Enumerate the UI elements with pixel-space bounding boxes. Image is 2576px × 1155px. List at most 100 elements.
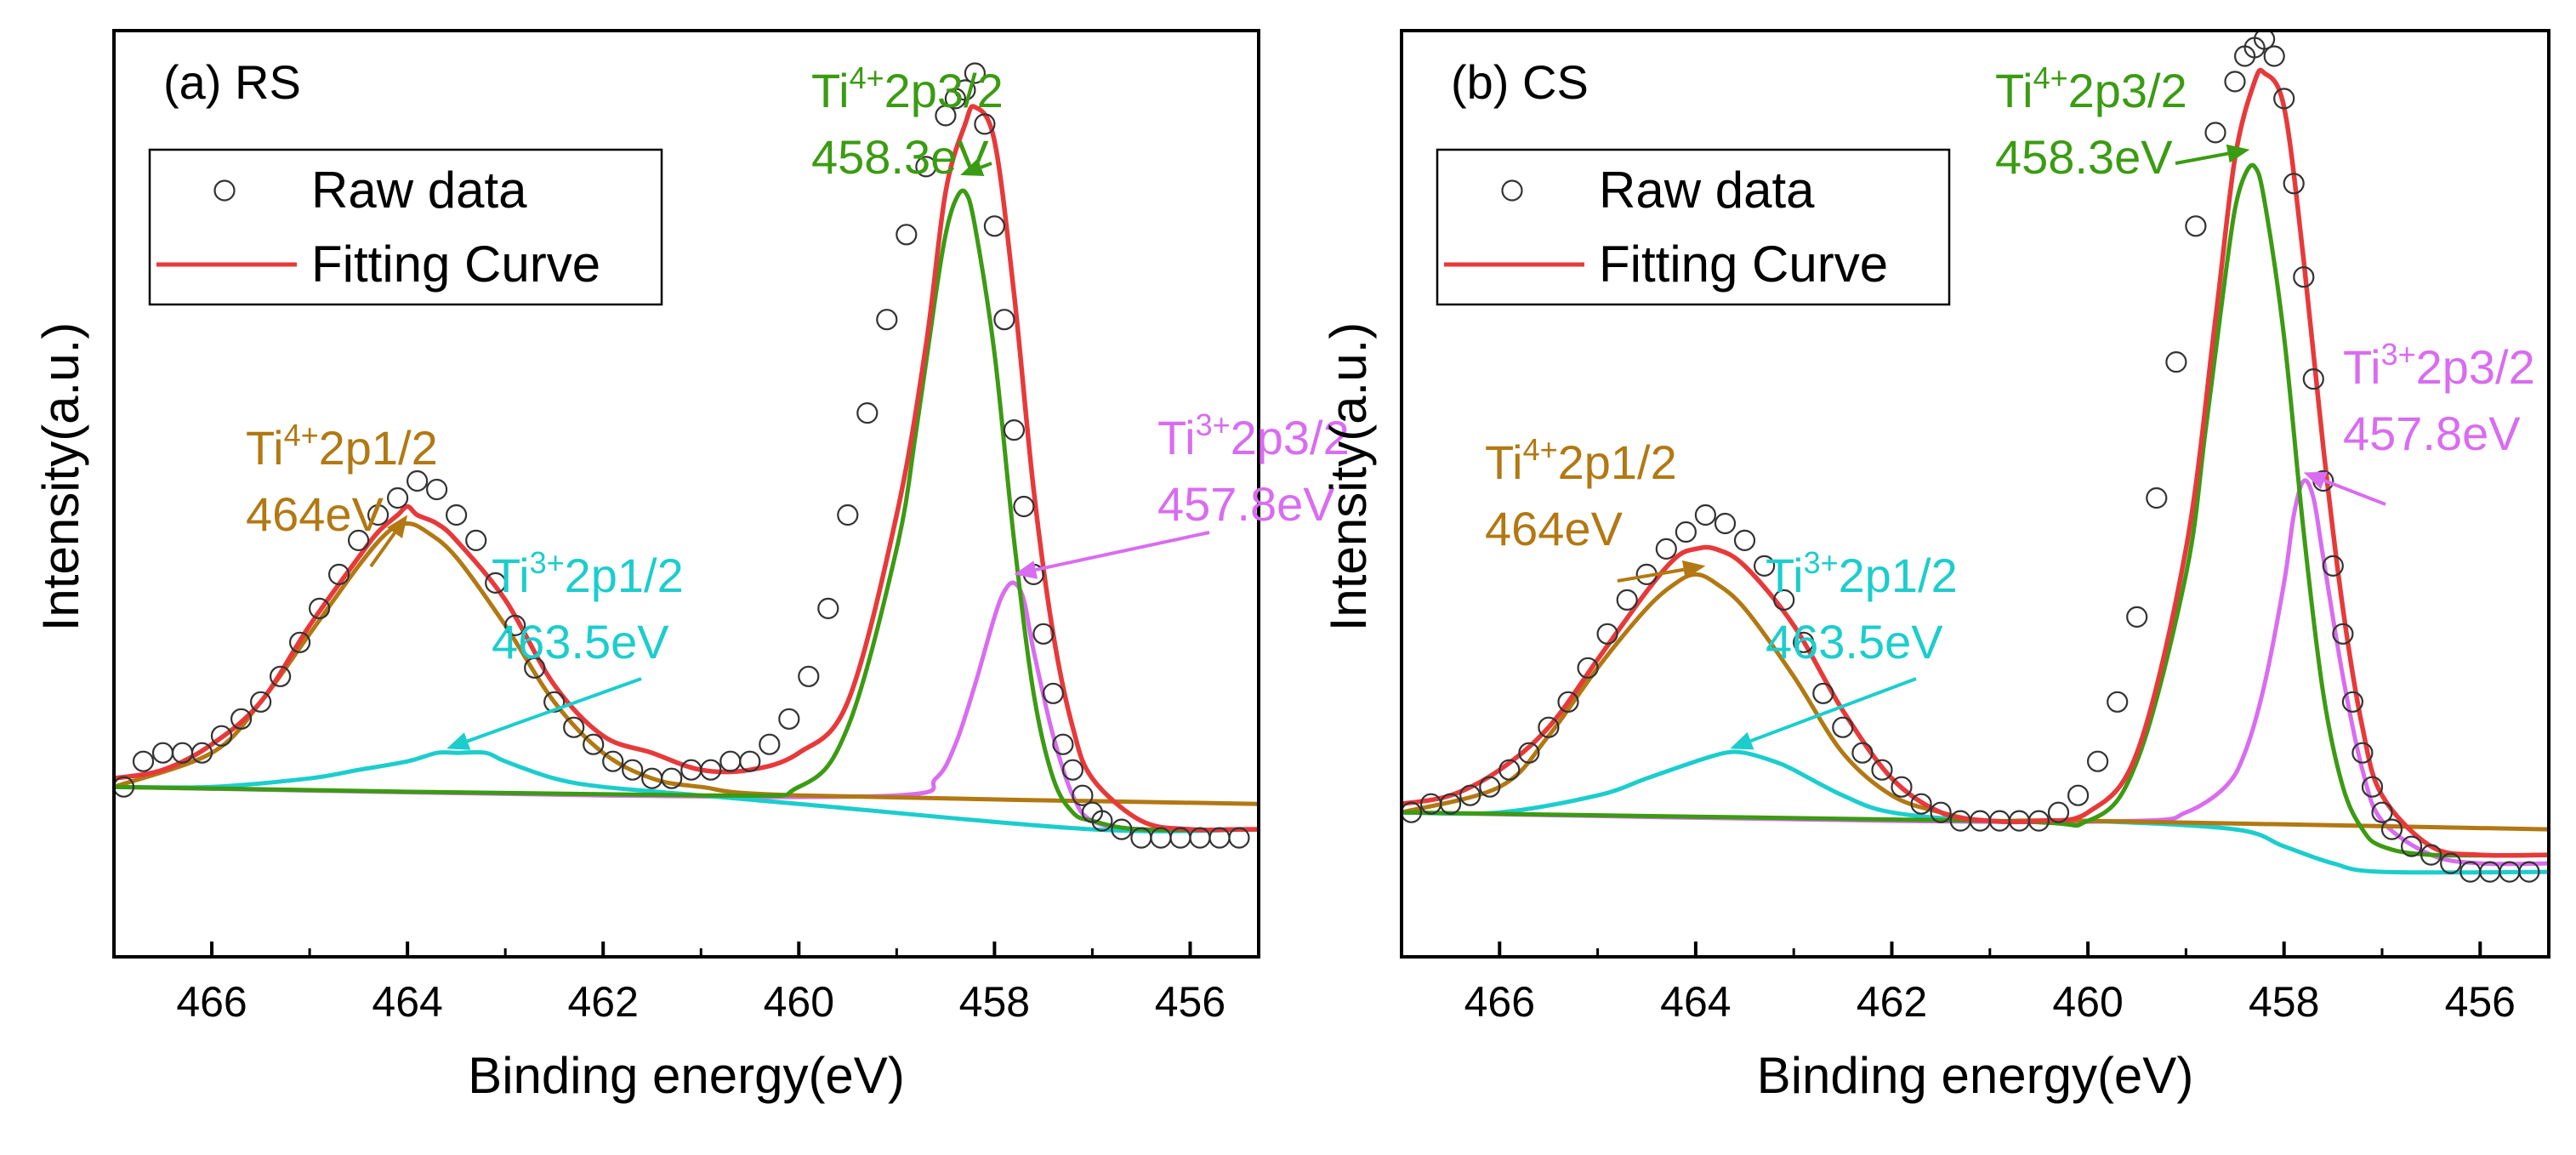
species-text: Ti (1157, 411, 1196, 464)
panel-b-x-tick-label: 456 (2445, 978, 2516, 1026)
panel-b: 466 464 462 460 458 456 Binding energy(eV) Inte… (1320, 29, 2550, 1104)
panel-b-x-tick-label: 460 (2052, 978, 2123, 1026)
panel-b-raw-point (1616, 589, 1638, 612)
panel-a-raw-point (954, 79, 976, 101)
panel-b-series-ti4-3-line (1402, 162, 2549, 858)
panel-b-annotation-energy: 457.8eV (2343, 407, 2521, 460)
panel-a-series-ti4-3-line (114, 188, 1259, 833)
panel-a-x-axis-label: Binding energy(eV) (468, 1047, 905, 1104)
panel-b-annotation-energy: 463.5eV (1766, 615, 1943, 669)
panel-b-raw-point (1714, 512, 1737, 535)
panel-b-annotation-energy: 458.3eV (1995, 130, 2173, 184)
panel-a-annotation-energy: 463.5eV (492, 615, 669, 669)
panel-a-raw-point (1042, 682, 1065, 704)
panel-a-raw-point (856, 402, 879, 424)
panel-a-annotation-arrow-line (466, 677, 642, 743)
panel-b-raw-point (2067, 784, 2090, 806)
panel-b-raw-point (1851, 742, 1874, 764)
oxidation-state-sup: 4+ (1523, 432, 1558, 467)
panel-a-raw-point (837, 504, 859, 526)
panel-b-raw-point (2351, 742, 2374, 764)
panel-b-raw-point (2440, 852, 2462, 874)
orbital-text: 2p1/2 (319, 421, 438, 475)
panel-b-annotation-arrow-head (2303, 471, 2328, 490)
panel-b-raw-point (2047, 801, 2070, 823)
orbital-text: 2p3/2 (1231, 411, 1350, 464)
panel-b-x-tick-label: 466 (1464, 978, 1535, 1026)
oxidation-state-sup: 4+ (2033, 60, 2068, 95)
panel-a-raw-point (524, 657, 546, 679)
panel-a-raw-point (485, 572, 507, 595)
panel-b-raw-point (1402, 801, 1423, 823)
panel-a-raw-point (759, 733, 781, 755)
panel-a-legend-raw-label: Raw data (311, 162, 527, 219)
oxidation-state-sup: 3+ (1804, 545, 1839, 580)
panel-b-raw-point (2185, 215, 2207, 237)
panel-b-raw-point (2254, 31, 2276, 50)
panel-a-raw-point (778, 708, 800, 730)
panel-a-raw-point (151, 742, 174, 764)
panel-b-raw-point (1793, 631, 1815, 653)
species-text: Ti (492, 549, 530, 602)
panel-a-raw-point (289, 631, 311, 653)
panel-b-series-fit-line (1402, 67, 2549, 858)
panel-a-raw-point (367, 504, 390, 526)
panel-a-annotation-arrow-line (980, 162, 992, 169)
panel-b-plot-area (1402, 31, 2549, 883)
panel-a-raw-point (309, 597, 331, 620)
panel-b-raw-point (2224, 71, 2246, 93)
species-text: Ti (2343, 340, 2381, 394)
panel-b-x-axis-label: Binding energy(eV) (1757, 1047, 2194, 1104)
panel-a-raw-point (1003, 419, 1026, 441)
orbital-text: 2p1/2 (1558, 435, 1677, 489)
panel-a-annotation-ti3-3: Ti3+2p3/2 457.8eV (1014, 407, 1350, 579)
panel-a-x-tick-label: 464 (372, 978, 442, 1026)
panel-b-raw-point (1733, 529, 1756, 552)
panel-b-annotation-ti4-3: Ti4+2p3/2 458.3eV (1995, 60, 2250, 184)
panel-a-x-tick-label: 458 (959, 978, 1030, 1026)
panel-b-annotation-arrow-head (1730, 731, 1754, 750)
panel-b-annotation-label: Ti3+2p1/2 (1766, 545, 1958, 602)
orbital-text: 2p3/2 (884, 64, 1004, 117)
panel-b-raw-point (2293, 266, 2315, 288)
panel-a-x-tick-label: 466 (176, 978, 247, 1026)
oxidation-state-sup: 4+ (850, 60, 884, 95)
panel-b-annotation-label: Ti3+2p3/2 (2343, 337, 2535, 394)
panel-b-raw-point (2087, 750, 2109, 772)
panel-a-y-axis-label: Intensity(a.u.) (32, 322, 89, 632)
panel-b-raw-point (1694, 504, 1717, 526)
panel-a-raw-point (230, 708, 253, 730)
panel-b-series-ti4-1-line (1402, 572, 2549, 832)
panel-a-series-ti3-1-line (114, 749, 1259, 834)
panel-b-legend-raw-label: Raw data (1599, 162, 1815, 219)
panel-a-raw-point (114, 776, 135, 798)
panel-a-title: (a) RS (163, 55, 301, 109)
panel-a-annotation-energy: 464eV (246, 487, 384, 541)
panel-a-raw-point (1032, 623, 1055, 645)
panel-a-raw-point (1013, 495, 1035, 518)
panel-a-raw-point (1052, 733, 1074, 755)
panel-a-raw-point (328, 563, 350, 586)
panel-b-raw-point (1832, 716, 1854, 738)
panel-b-raw-point (2263, 45, 2285, 67)
panel-b-legend-raw-marker (1501, 179, 1523, 202)
panel-a-raw-point (964, 62, 987, 84)
oxidation-state-sup: 3+ (2381, 337, 2416, 372)
panel-a-raw-point (935, 105, 957, 127)
panel-a-raw-point (1228, 827, 1250, 849)
panel-b-raw-point (2146, 486, 2168, 509)
species-text: Ti (1995, 64, 2033, 117)
panel-a-raw-point (974, 113, 996, 135)
panel-a-x-tick-label: 456 (1155, 978, 1225, 1026)
panel-b-series-ti3-1-line (1402, 749, 2549, 875)
panel-b-x-tick-label: 464 (1660, 978, 1731, 1026)
panel-a-raw-point (387, 486, 409, 509)
panel-a-raw-point (583, 733, 605, 755)
species-text: Ti (1485, 435, 1523, 489)
panel-b-raw-point (1459, 784, 1481, 806)
panel-b-raw-point (2283, 173, 2305, 195)
panel-a-raw-point (622, 759, 644, 781)
panel-b-annotation-ti4-1: Ti4+2p1/2 464eV (1485, 432, 1706, 583)
panel-b-raw-point (1498, 759, 1521, 781)
